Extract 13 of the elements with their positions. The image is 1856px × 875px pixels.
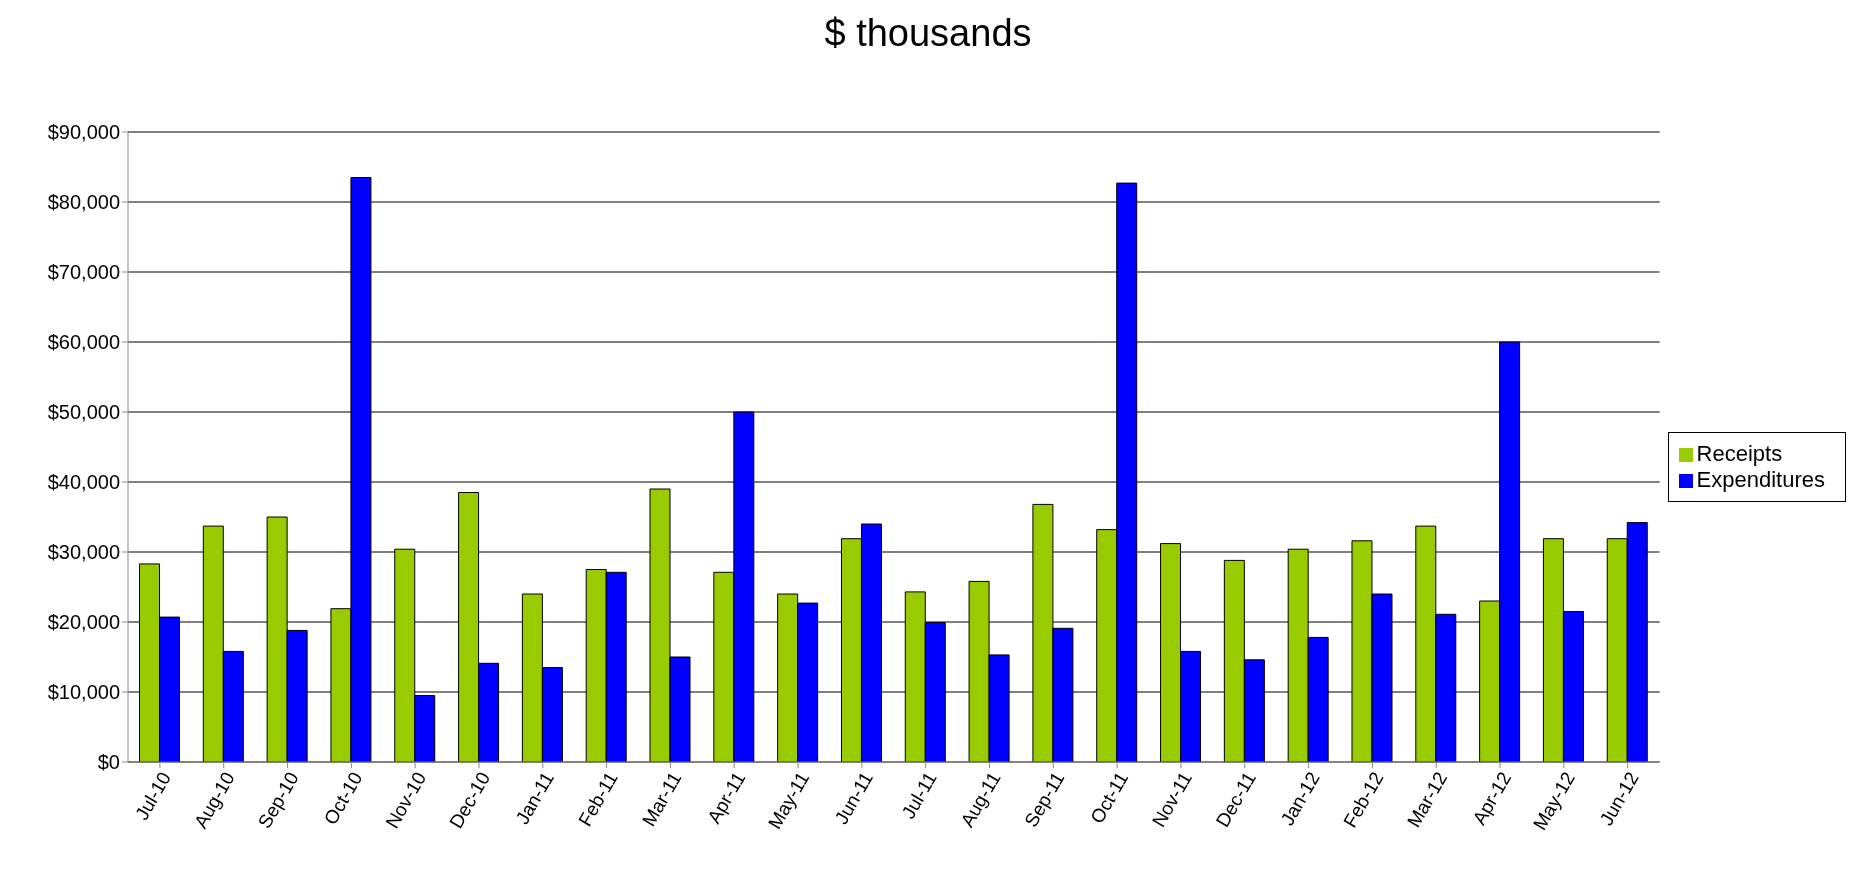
y-tick-label: $30,000 (47, 541, 120, 564)
y-tick-label: $10,000 (47, 681, 120, 704)
y-tick-label: $20,000 (47, 611, 120, 634)
legend-label: Expenditures (1696, 467, 1825, 492)
y-tick-label: $90,000 (47, 121, 120, 144)
y-tick-label: $0 (97, 751, 120, 774)
legend-label: Receipts (1696, 441, 1783, 466)
y-tick-label: $40,000 (47, 471, 120, 494)
y-tick-label: $70,000 (47, 261, 120, 284)
chart-title: $ thousands (823, 11, 1033, 56)
y-tick-label: $50,000 (47, 401, 120, 424)
y-tick-label: $60,000 (47, 331, 120, 354)
y-tick-label: $80,000 (47, 191, 120, 214)
